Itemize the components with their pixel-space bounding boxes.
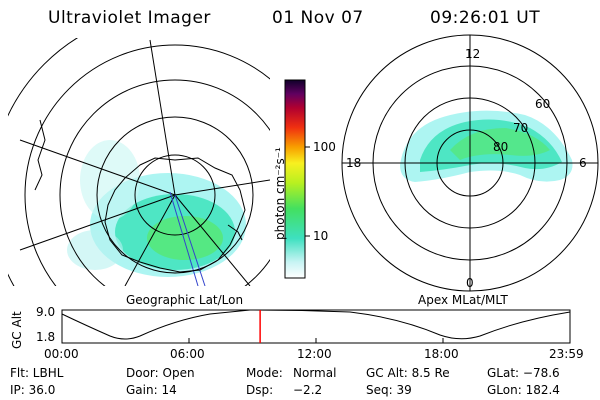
seq-info: Seq: 39: [366, 383, 412, 397]
gc-alt-info: GC Alt: 8.5 Re: [366, 366, 450, 380]
alt-ylabel: GC Alt: [10, 311, 24, 349]
mlat-label-60: 60: [535, 97, 551, 111]
colorbar-tick-100: 100: [313, 140, 336, 154]
mlt-label-12: 12: [465, 47, 481, 61]
time-tick-1200: 12:00: [297, 347, 332, 361]
coastline: [104, 157, 246, 273]
time-tick-0600: 06:00: [170, 347, 205, 361]
instrument-title: Ultraviolet Imager: [48, 8, 211, 28]
mode-label: Mode:: [246, 366, 283, 380]
aurora-emission-mag: [400, 110, 573, 182]
mode-value: Normal: [293, 366, 337, 380]
mlat-label-80: 80: [493, 140, 509, 154]
mlt-label-6: 6: [579, 156, 587, 170]
colorbar-scale: [284, 79, 306, 279]
geo-panel-label: Geographic Lat/Lon: [126, 293, 244, 307]
aurora-emission-geo: [67, 140, 246, 277]
ip-info: IP: 36.0: [10, 383, 56, 397]
dsp-value: −2.2: [293, 383, 323, 397]
mag-panel-label: Apex MLat/MLT: [418, 293, 508, 307]
mlt-label-0: 0: [466, 276, 474, 290]
filter-info: Flt: LBHL: [10, 366, 64, 380]
time-tick-1800: 18:00: [424, 347, 459, 361]
gain-info: Gain: 14: [126, 383, 177, 397]
latitude-circles: [8, 38, 270, 286]
glat-info: GLat: −78.6: [487, 366, 560, 380]
glon-info: GLon: 182.4: [487, 383, 560, 397]
time-label: 09:26:01 UT: [430, 8, 541, 28]
time-tick-2359: 23:59: [549, 347, 584, 361]
alt-tick-1-8: 1.8: [36, 330, 56, 344]
door-info: Door: Open: [126, 366, 195, 380]
longitude-lines: [19, 39, 270, 286]
alt-tick-9: 9.0: [36, 305, 56, 319]
altitude-plot-frame: [61, 309, 571, 344]
colorbar-tick-10: 10: [313, 229, 329, 243]
dsp-label: Dsp:: [246, 383, 274, 397]
mlt-label-18: 18: [346, 156, 362, 170]
time-tick-0000: 00:00: [44, 347, 79, 361]
altitude-curve: [61, 309, 571, 340]
date-label: 01 Nov 07: [272, 8, 364, 28]
mlat-label-70: 70: [513, 121, 529, 135]
